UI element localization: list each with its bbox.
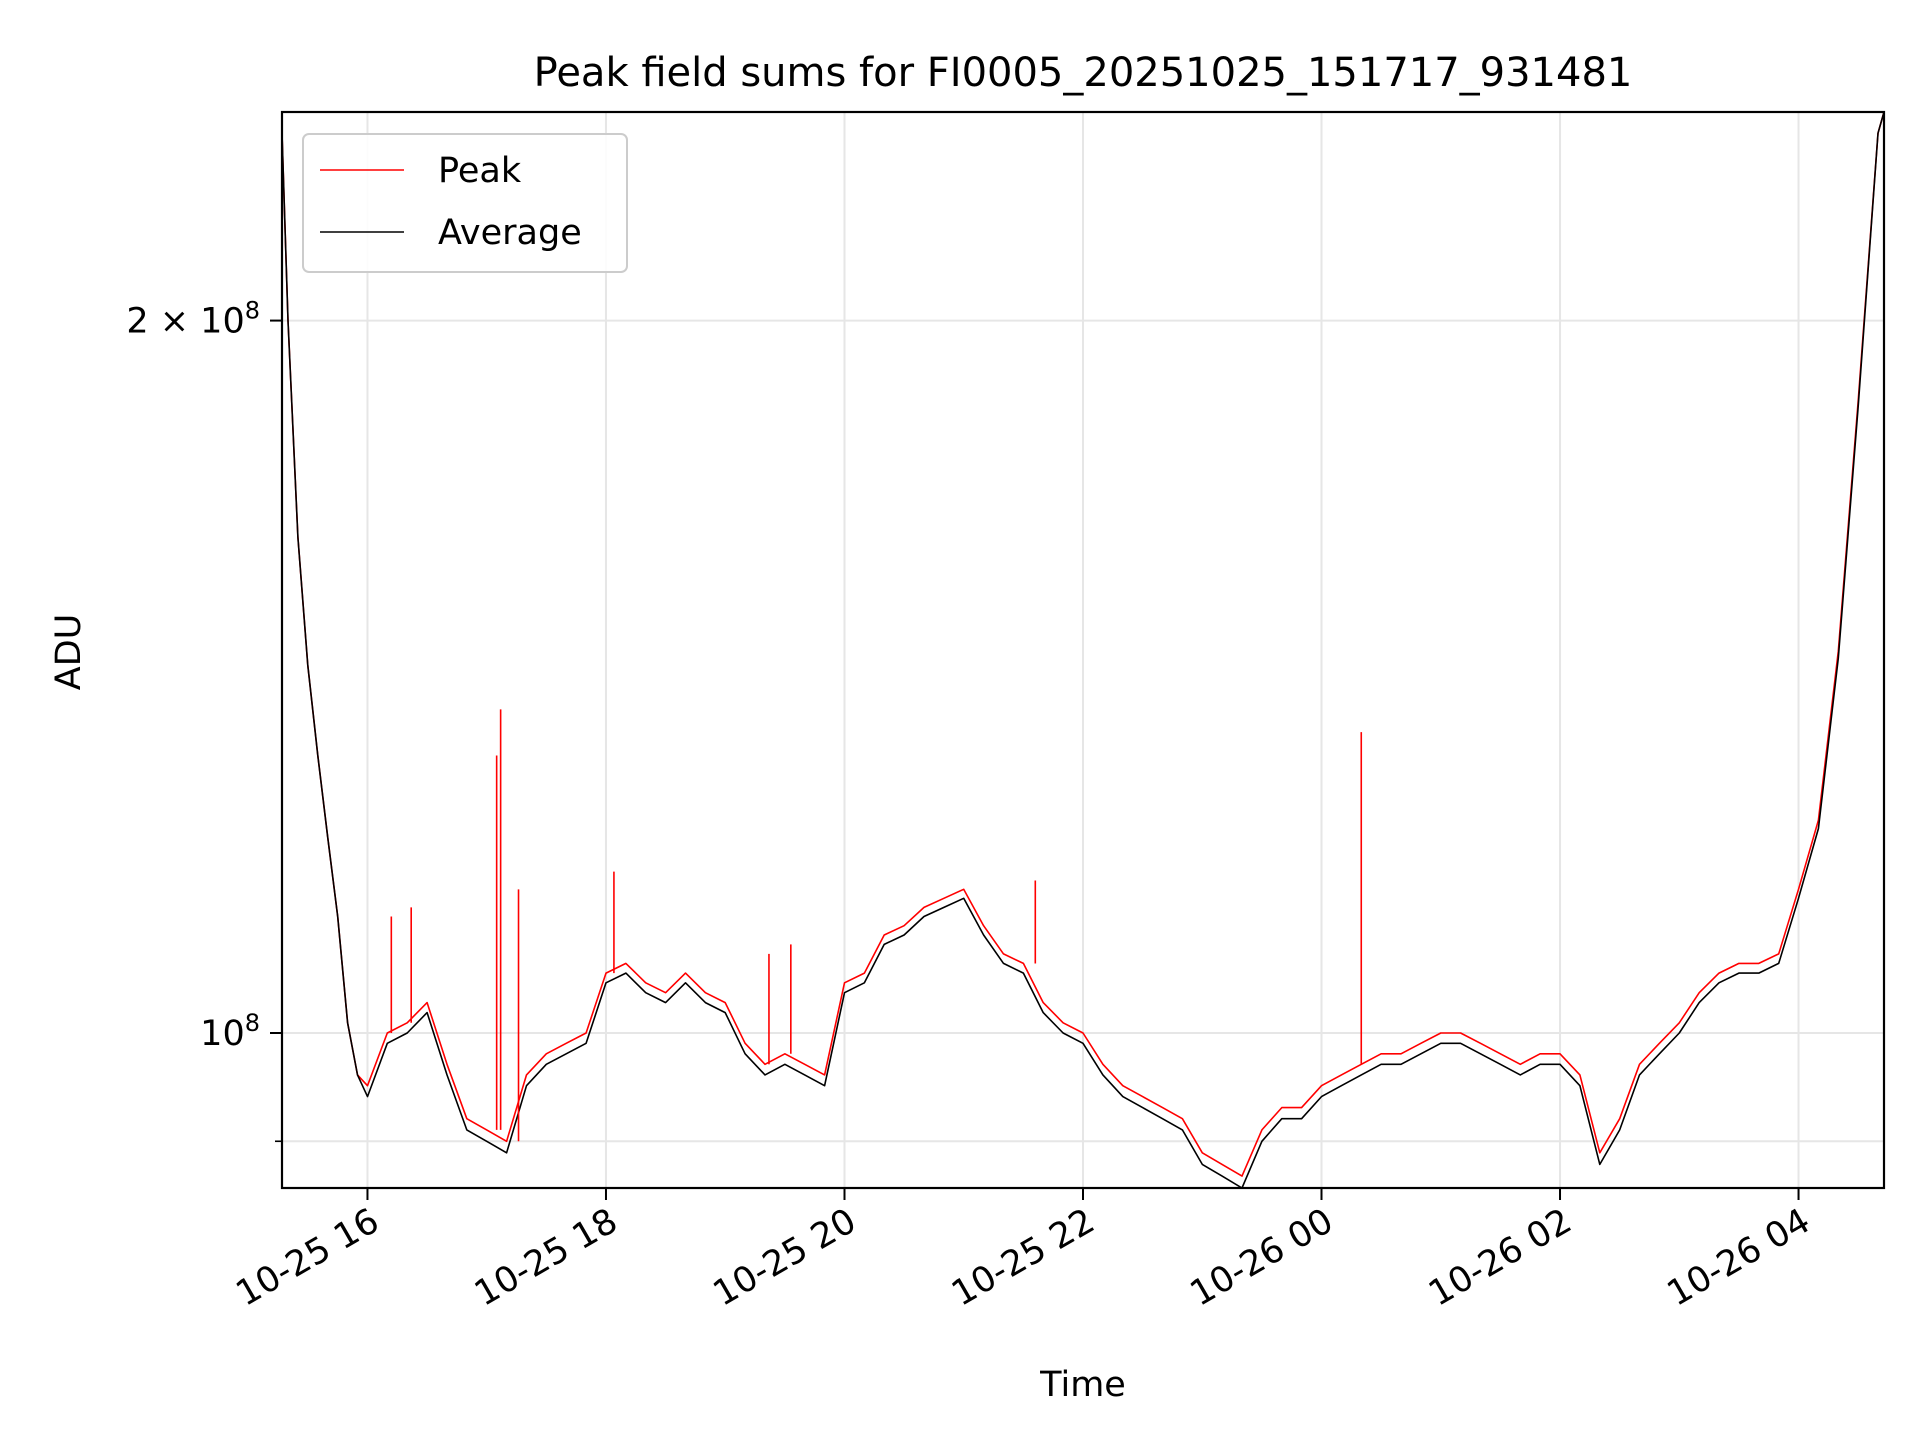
legend-label-peak: Peak	[438, 151, 522, 191]
y-axis-label: ADU	[49, 614, 89, 691]
x-axis-label: Time	[1039, 1365, 1126, 1405]
y-axis-ticks: 108 2 × 108	[126, 297, 282, 1143]
y-tick-label: 108	[200, 1009, 260, 1054]
y-tick-label: 2 × 108	[126, 297, 260, 342]
series-group	[282, 112, 1884, 1188]
series-line-peak	[282, 112, 1884, 1177]
legend: Peak Average	[302, 133, 628, 273]
legend-box	[302, 133, 628, 273]
series-line-average	[282, 112, 1884, 1188]
grid	[282, 112, 1884, 1188]
plot-series	[282, 112, 1884, 1188]
legend-label-average: Average	[438, 213, 582, 253]
chart-title: Peak field sums for FI0005_20251025_1517…	[534, 50, 1633, 96]
